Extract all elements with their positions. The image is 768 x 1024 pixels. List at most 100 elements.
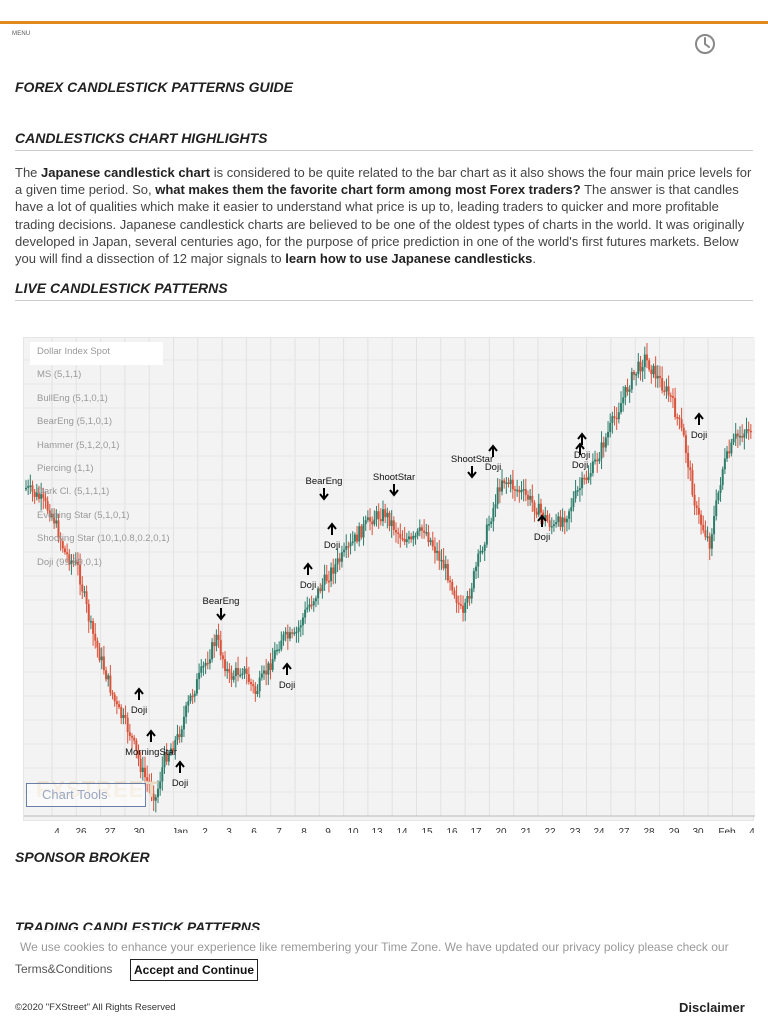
candle-body: [193, 693, 196, 697]
candle-body: [531, 495, 534, 503]
candle-body: [126, 717, 129, 733]
candle-body: [552, 524, 555, 527]
intro-text-3: The answer is that candles have a lot of…: [15, 182, 745, 267]
x-tick-label: Feb: [718, 827, 736, 833]
candle-body: [109, 675, 112, 693]
intro-paragraph: The Japanese candlestick chart is consid…: [15, 164, 753, 267]
candle-body: [237, 667, 240, 675]
candle-body: [282, 634, 285, 641]
candle-body: [232, 676, 235, 680]
candle-body: [135, 740, 138, 751]
candle-body: [747, 429, 750, 431]
candle-body: [25, 487, 27, 490]
candle-body: [131, 736, 134, 738]
legend-item[interactable]: Doji (99.99,0,1): [37, 556, 102, 568]
candle-body: [53, 513, 56, 524]
candle-body: [702, 524, 705, 531]
legend-item[interactable]: Shooting Star (10,1,0.8,0.2,0,1): [37, 533, 170, 545]
candle-body: [509, 479, 512, 484]
candle-body: [717, 492, 720, 501]
candle-body: [373, 519, 376, 525]
candle-body: [250, 682, 253, 685]
candle-body: [87, 604, 90, 622]
candle-body: [498, 487, 501, 492]
x-tick-label: 17: [470, 827, 482, 833]
candlestick-chart[interactable]: 4 26 27 30 Jan 2 3 6 7 8 9 10 13 14 15 16 17 20 21 22 23 24 27…: [23, 337, 755, 833]
candle-body: [176, 734, 179, 740]
cookie-banner: [0, 930, 768, 988]
x-tick-label: 4: [749, 827, 755, 833]
candle-body: [299, 625, 302, 628]
candle-body: [559, 516, 562, 527]
candle-body: [137, 750, 140, 759]
candle-body: [739, 435, 742, 438]
arrow-up-icon: [575, 442, 585, 455]
legend-item[interactable]: Dark Cl. (5,1,1,1): [37, 486, 110, 498]
intro-link-learn[interactable]: learn how to use Japanese candlesticks: [285, 251, 533, 267]
candle-body: [563, 517, 566, 523]
candle-body: [613, 416, 616, 418]
arrow-up-icon: [488, 444, 498, 457]
candle-body: [327, 580, 330, 583]
disclaimer-link[interactable]: Disclaimer: [679, 1000, 745, 1015]
clock-icon[interactable]: [694, 33, 716, 55]
candle-body: [548, 520, 551, 527]
candle-body: [213, 642, 216, 647]
candle-body: [124, 715, 127, 718]
x-tick-label: 15: [421, 827, 433, 833]
pattern-label: Doji: [534, 532, 550, 543]
candle-body: [522, 489, 525, 491]
candle-body: [658, 375, 661, 378]
candle-body: [602, 442, 605, 448]
x-tick-label: 7: [276, 827, 282, 833]
candle-body: [356, 534, 359, 542]
candle-body: [700, 514, 703, 525]
legend-item[interactable]: Dollar Index Spot: [30, 342, 163, 366]
candle-body: [561, 517, 564, 527]
candle-body: [379, 519, 382, 522]
legend-item[interactable]: BullEng (5,1,0,1): [37, 392, 108, 404]
live-patterns-heading: LIVE CANDLESTICK PATTERNS: [15, 280, 753, 301]
candle-body: [185, 705, 188, 717]
top-bar: [0, 0, 768, 24]
candle-body: [369, 517, 372, 522]
x-tick-label: 27: [104, 827, 116, 833]
candle-body: [680, 419, 683, 428]
candle-body: [85, 591, 88, 605]
legend-item[interactable]: MS (5,1,1): [37, 369, 82, 381]
legend-item[interactable]: BearEng (5,1,0,1): [37, 416, 112, 428]
menu-button[interactable]: MENU: [12, 31, 31, 37]
candle-body: [113, 694, 116, 702]
arrow-down-icon: [467, 466, 477, 479]
legend-item[interactable]: Evening Star (5,1,0,1): [37, 509, 130, 521]
candle-body: [40, 494, 43, 499]
arrow-up-icon: [175, 760, 185, 773]
terms-conditions-link[interactable]: Terms&Conditions: [15, 962, 113, 976]
accept-continue-button[interactable]: Accept and Continue: [130, 959, 258, 981]
candle-body: [343, 549, 346, 553]
candle-body: [295, 631, 298, 634]
candle-body: [403, 538, 406, 543]
candle-body: [180, 729, 183, 738]
candle-body: [202, 665, 205, 668]
candle-body: [178, 734, 181, 738]
intro-text-2: is considered to be quite related to the…: [15, 165, 752, 198]
candle-body: [195, 679, 198, 694]
candle-body: [678, 417, 681, 420]
candle-body: [589, 473, 592, 477]
candle-body: [741, 435, 744, 438]
candle-body: [485, 524, 488, 545]
candle-body: [650, 369, 653, 375]
candle-body: [479, 550, 482, 554]
candle-body: [55, 520, 58, 524]
chart-tools-button[interactable]: Chart Tools: [26, 783, 146, 807]
x-tick-label: 10: [347, 827, 359, 833]
legend-item[interactable]: Hammer (5,1,2,0,1): [37, 439, 120, 451]
candle-body: [100, 656, 103, 661]
legend-item[interactable]: Piercing (1,1): [37, 462, 94, 474]
candle-body: [219, 639, 222, 656]
candle-body: [79, 564, 82, 585]
candle-body: [105, 670, 108, 680]
sponsor-broker-heading: SPONSOR BROKER: [15, 849, 150, 865]
candle-body: [632, 371, 635, 375]
